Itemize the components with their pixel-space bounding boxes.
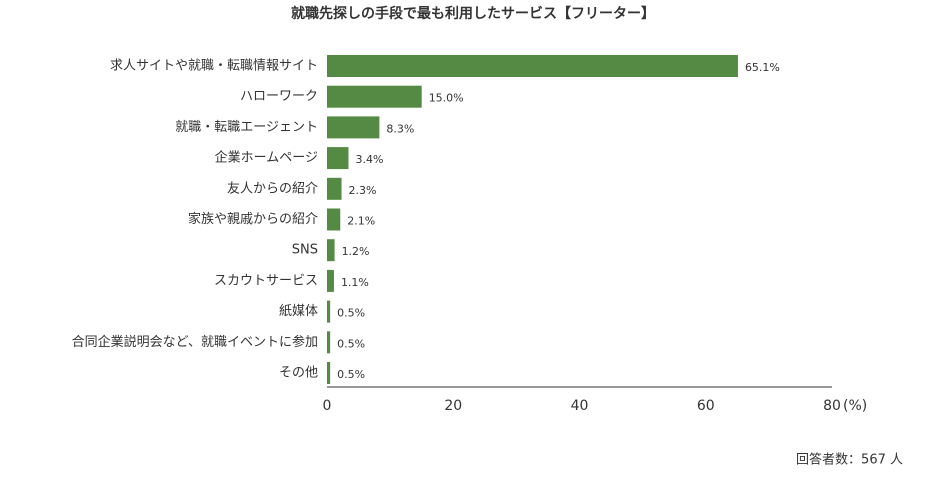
x-tick-label: 60 — [697, 398, 715, 414]
value-label: 2.1% — [347, 215, 375, 228]
y-tick-label: スカウトサービス — [214, 273, 318, 288]
bar — [327, 147, 349, 170]
bar — [327, 116, 380, 139]
chart-title: 就職先探しの手段で最も利用したサービス【フリーター】 — [291, 5, 655, 22]
x-tick-label: 20 — [444, 398, 462, 414]
bar — [327, 239, 335, 262]
value-label: 2.3% — [349, 184, 377, 197]
y-tick-label: SNS — [292, 243, 318, 258]
bar — [327, 331, 331, 354]
x-tick-label: 40 — [571, 398, 589, 414]
y-tick-label: 紙媒体 — [279, 304, 318, 319]
y-tick-label: 家族や親戚からの紹介 — [188, 211, 318, 227]
y-tick-label: 就職・転職エージェント — [175, 120, 318, 135]
y-tick-label: ハローワーク — [240, 89, 318, 104]
y-tick-label: その他 — [279, 366, 318, 381]
bar — [327, 362, 331, 384]
bar — [327, 300, 331, 323]
x-tick-label: 80 — [823, 398, 841, 414]
value-label: 8.3% — [386, 122, 414, 135]
x-axis-unit: (%) — [843, 398, 867, 414]
value-label: 1.1% — [341, 276, 369, 289]
bar — [327, 208, 341, 231]
y-tick-label: 合同企業説明会など、就職イベントに参加 — [72, 334, 318, 350]
x-tick-label: 0 — [323, 398, 332, 414]
y-tick-label: 求人サイトや就職・転職情報サイト — [110, 59, 318, 74]
bar — [327, 85, 422, 108]
value-label: 0.5% — [337, 307, 365, 320]
bar — [327, 177, 342, 200]
value-label: 3.4% — [355, 153, 383, 166]
value-label: 0.5% — [337, 368, 365, 381]
y-tick-label: 友人からの紹介 — [227, 180, 318, 196]
bar — [327, 269, 334, 292]
value-label: 0.5% — [337, 337, 365, 350]
y-tick-label: 企業ホームページ — [215, 150, 318, 166]
bar — [327, 55, 738, 77]
value-label: 65.1% — [745, 61, 780, 74]
value-label: 15.0% — [429, 92, 464, 105]
respondent-note: 回答者数：567 人 — [796, 452, 903, 468]
value-label: 1.2% — [342, 245, 370, 258]
